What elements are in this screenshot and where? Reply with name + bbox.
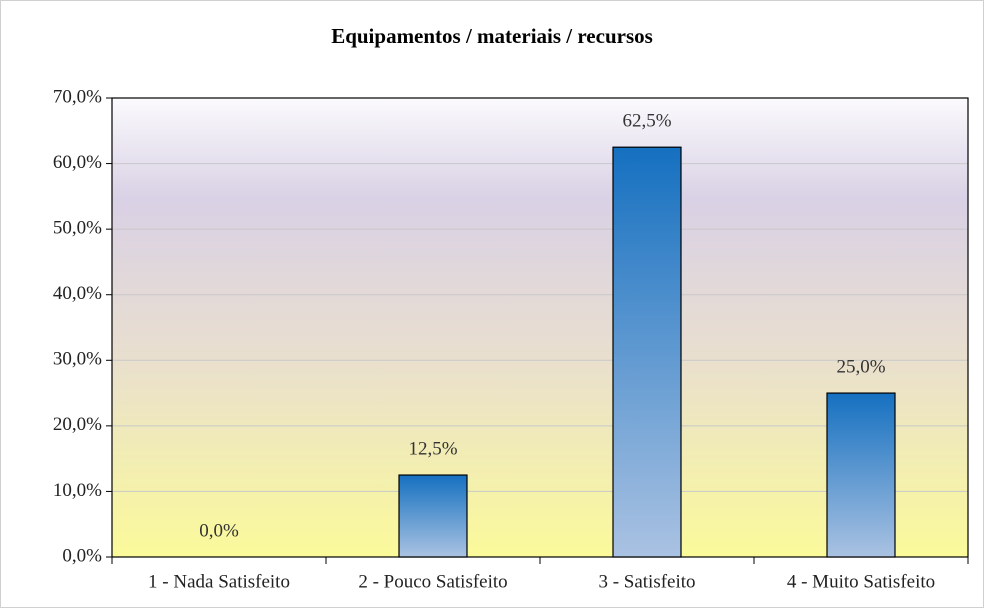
chart-title: Equipamentos / materiais / recursos — [331, 24, 653, 48]
y-tick-label: 60,0% — [53, 152, 102, 173]
y-tick-label: 0,0% — [62, 545, 102, 566]
plot-area — [112, 98, 968, 557]
y-tick-label: 20,0% — [53, 414, 102, 435]
x-tick-label: 2 - Pouco Satisfeito — [358, 571, 507, 592]
y-tick-label: 30,0% — [53, 349, 102, 370]
value-label: 12,5% — [408, 438, 457, 459]
x-tick-label: 4 - Muito Satisfeito — [787, 571, 935, 592]
x-tick-label: 3 - Satisfeito — [598, 571, 695, 592]
bar — [398, 474, 468, 558]
bar — [826, 392, 896, 558]
value-label: 25,0% — [836, 356, 885, 377]
x-tick-label: 1 - Nada Satisfeito — [148, 571, 290, 592]
bar — [612, 146, 682, 558]
y-tick-label: 10,0% — [53, 480, 102, 501]
value-label: 0,0% — [199, 520, 239, 541]
y-tick-label: 40,0% — [53, 283, 102, 304]
y-tick-label: 50,0% — [53, 218, 102, 239]
value-label: 62,5% — [622, 111, 671, 132]
y-tick-label: 70,0% — [53, 86, 102, 107]
